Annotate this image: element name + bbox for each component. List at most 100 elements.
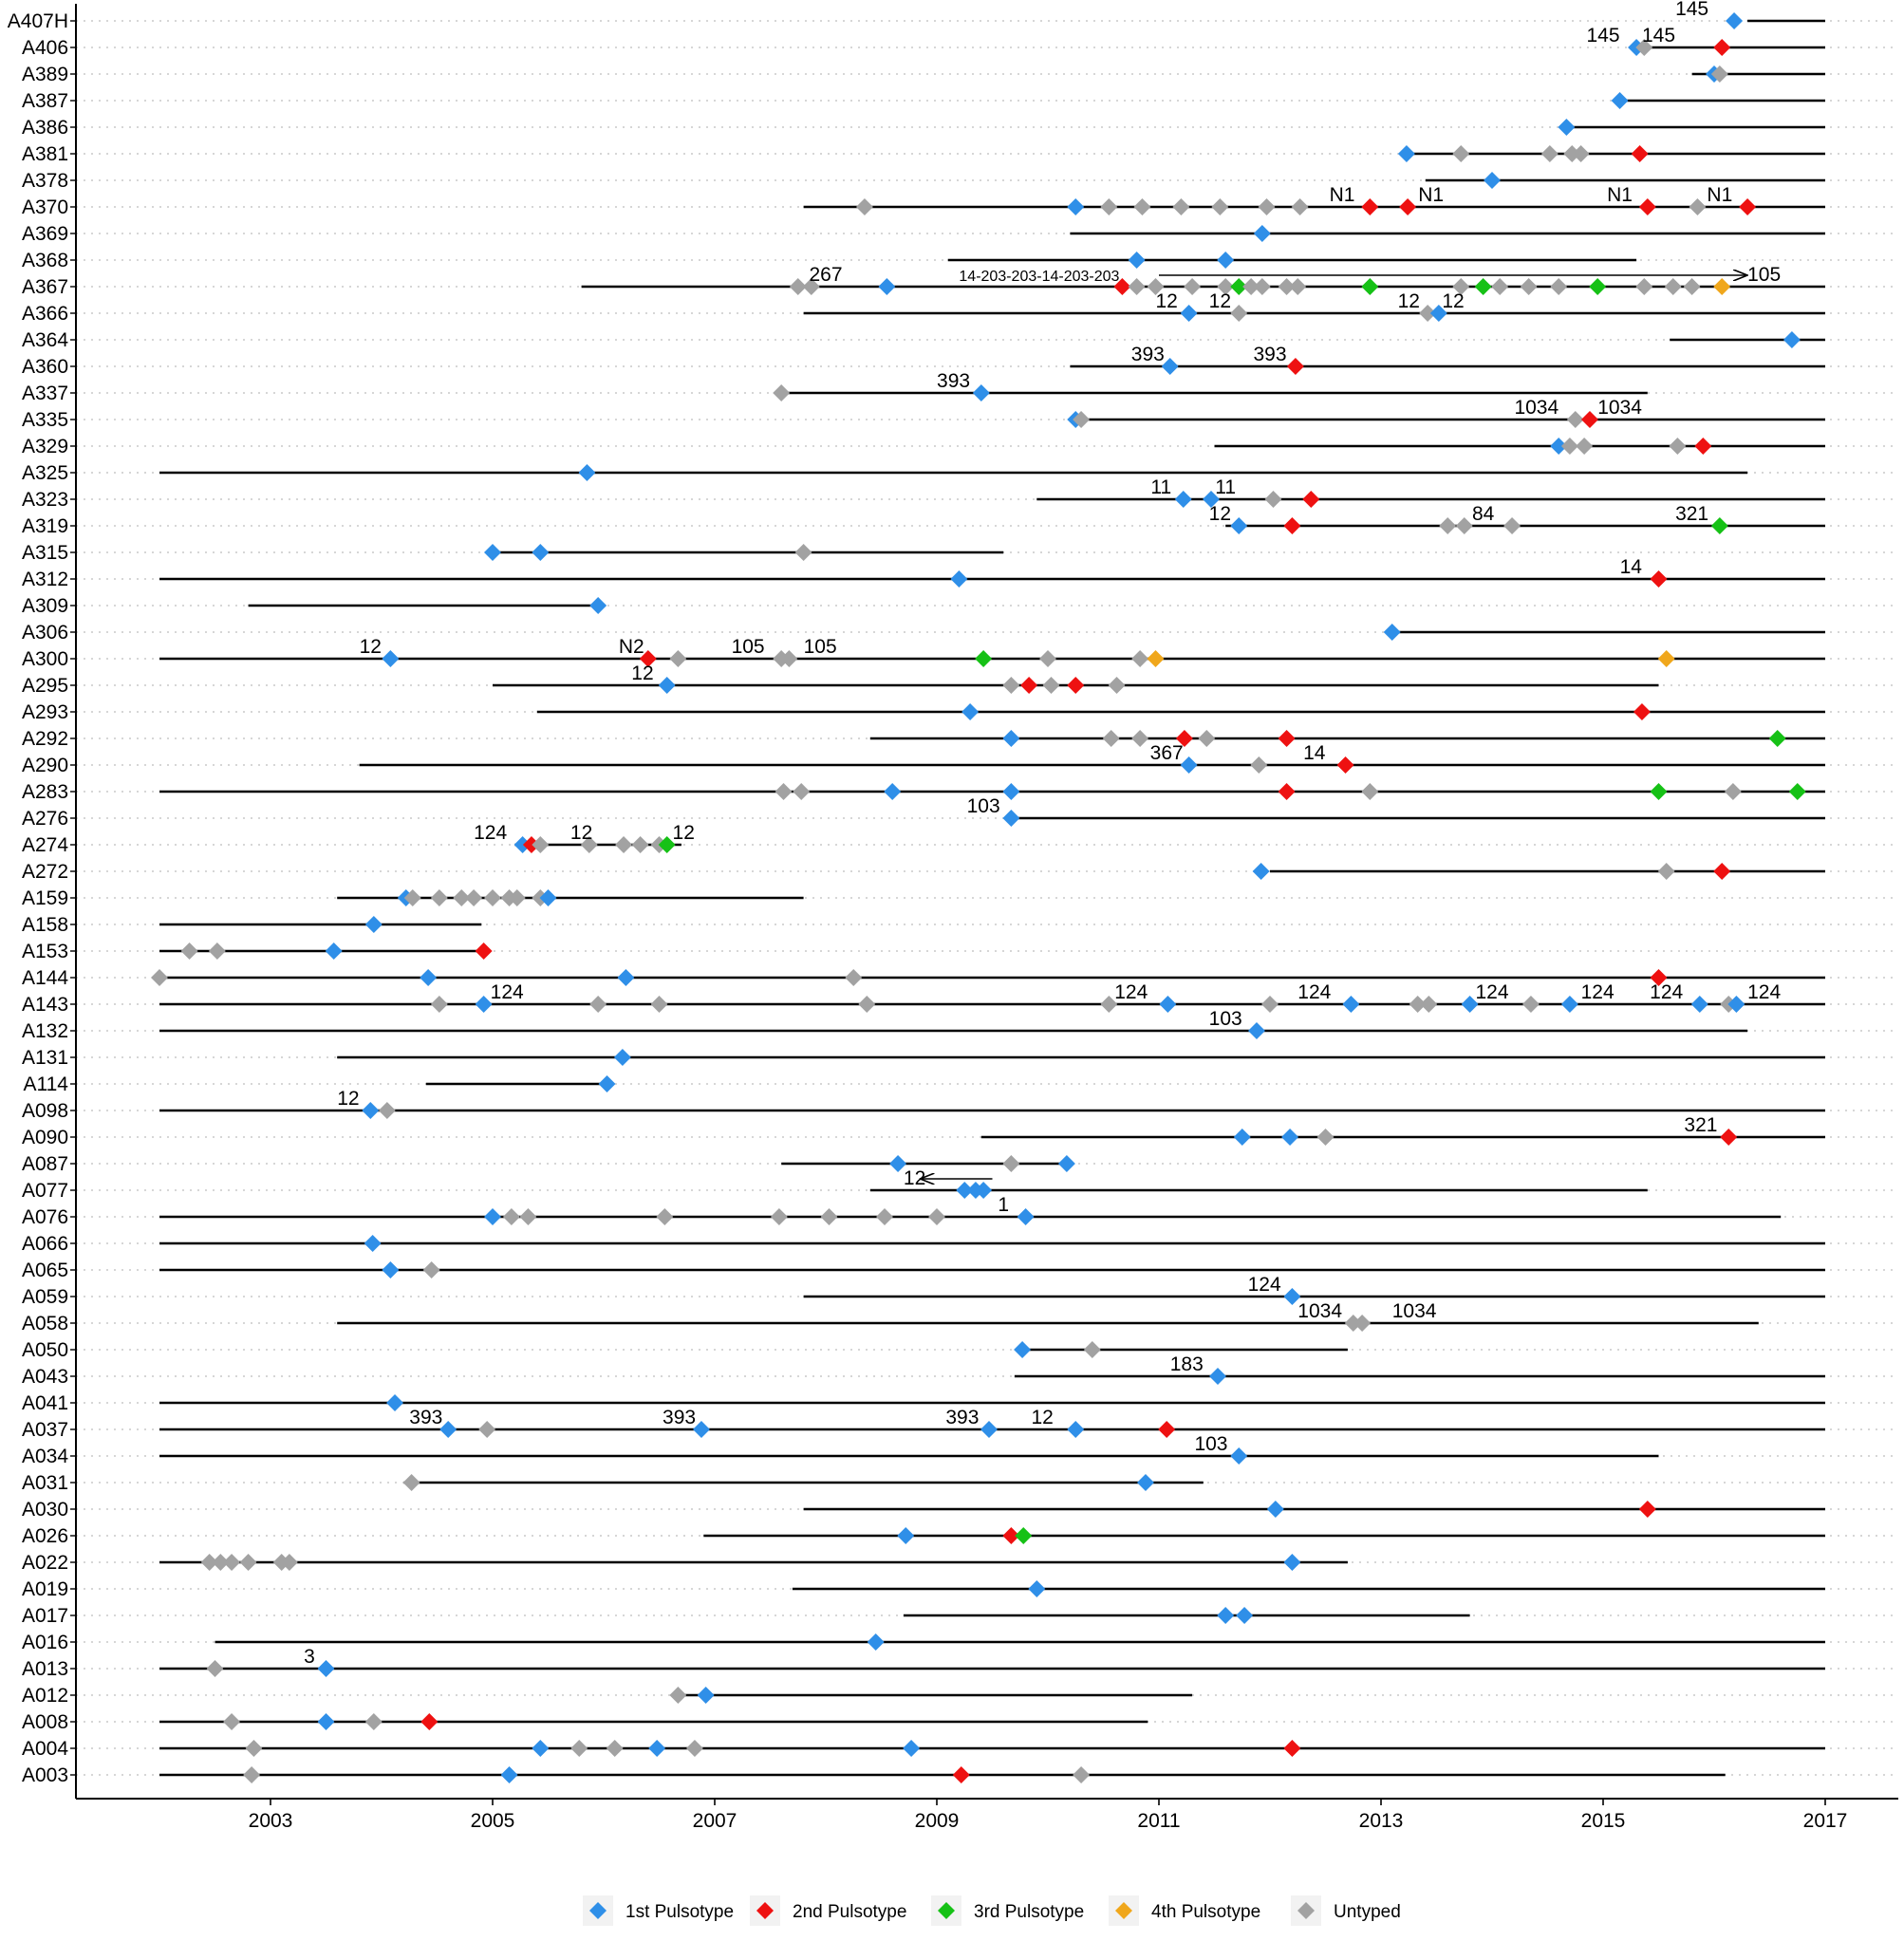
pulsotype-marker-p1	[878, 278, 896, 295]
pulsotype-marker-u	[1550, 278, 1568, 295]
pulsotype-marker-p1	[1726, 12, 1744, 29]
y-tick-label: A003	[22, 1764, 68, 1786]
y-tick-label: A031	[22, 1472, 68, 1494]
pulsotype-marker-p2	[1650, 570, 1668, 588]
sequence-type-label: 393	[937, 370, 970, 392]
pulsotype-marker-u	[1452, 145, 1470, 162]
pulsotype-marker-u	[650, 996, 668, 1013]
pulsotype-marker-u	[780, 650, 798, 667]
pulsotype-marker-p2	[1361, 198, 1379, 215]
sequence-type-label: 12	[570, 822, 592, 844]
pulsotype-marker-u	[280, 1554, 298, 1571]
pulsotype-marker-p1	[975, 1182, 993, 1199]
pulsotype-marker-u	[1361, 783, 1379, 800]
x-tick-label: 2011	[1137, 1810, 1180, 1832]
y-tick-label: A066	[22, 1233, 68, 1255]
x-tick-label: 2013	[1359, 1810, 1404, 1832]
pulsotype-marker-u	[1261, 996, 1279, 1013]
y-tick-label: A114	[24, 1073, 69, 1095]
pulsotype-marker-p1	[1002, 810, 1020, 827]
sequence-type-label: 393	[945, 1407, 979, 1428]
pulsotype-marker-u	[606, 1740, 624, 1757]
pulsotype-marker-p1	[1159, 996, 1177, 1013]
pulsotype-marker-u	[775, 783, 793, 800]
sequence-type-label: 145	[1586, 25, 1619, 47]
pulsotype-marker-u	[793, 783, 811, 800]
pulsotype-marker-p1	[658, 677, 676, 694]
y-tick-label: A004	[22, 1738, 68, 1760]
pulsotype-marker-p1	[484, 544, 501, 561]
pulsotype-marker-p1	[1128, 252, 1146, 269]
pulsotype-marker-p1	[1180, 756, 1198, 774]
y-tick-label: A337	[22, 383, 68, 404]
pulsotype-marker-p3	[1361, 278, 1379, 295]
sequence-type-label: N2	[619, 636, 644, 658]
y-tick-label: A017	[22, 1605, 68, 1627]
pulsotype-marker-p1	[1017, 1208, 1035, 1225]
pulsotype-marker-p1	[1690, 996, 1708, 1013]
y-tick-label: A008	[22, 1711, 68, 1733]
pulsotype-marker-p2	[1278, 730, 1296, 747]
y-tick-label: A030	[22, 1499, 68, 1521]
sequence-type-label: 124	[1581, 981, 1615, 1003]
pulsotype-marker-p3	[1474, 278, 1492, 295]
y-tick-label: A369	[22, 223, 68, 245]
x-tick-label: 2015	[1581, 1810, 1626, 1832]
sequence-type-label: 12	[673, 822, 695, 844]
y-tick-label: A037	[22, 1419, 68, 1441]
pulsotype-marker-u	[212, 1554, 230, 1571]
pulsotype-marker-u	[802, 278, 820, 295]
sequence-type-label: 11	[1150, 476, 1171, 498]
pulsotype-marker-u	[1576, 438, 1594, 455]
y-tick-label: A368	[22, 250, 68, 271]
legend-marker-p4	[1115, 1902, 1132, 1919]
pulsotype-marker-p1	[1283, 1288, 1301, 1305]
pulsotype-marker-u	[532, 836, 550, 853]
y-tick-label: A407H	[8, 10, 68, 32]
pulsotype-marker-p1	[1611, 92, 1629, 109]
pulsotype-marker-p3	[1230, 278, 1248, 295]
y-tick-label: A076	[22, 1206, 68, 1228]
pulsotype-marker-u	[1521, 996, 1540, 1013]
pulsotype-marker-p1	[867, 1633, 885, 1651]
sequence-type-label: N1	[1418, 184, 1444, 206]
pulsotype-marker-u	[1184, 278, 1202, 295]
pulsotype-marker-p1	[980, 1421, 998, 1438]
pulsotype-marker-u	[631, 836, 649, 853]
pulsotype-marker-p1	[598, 1075, 616, 1092]
pulsotype-marker-p1	[1028, 1580, 1046, 1597]
pulsotype-marker-u	[1100, 198, 1118, 215]
pulsotype-marker-p2	[1286, 358, 1304, 375]
pulsotype-marker-u	[1211, 198, 1229, 215]
sequence-type-label: 12	[1031, 1407, 1053, 1428]
pulsotype-marker-u	[239, 1554, 257, 1571]
pulsotype-marker-p1	[532, 544, 550, 561]
pulsotype-marker-u	[1131, 730, 1149, 747]
pulsotype-marker-u	[1002, 677, 1020, 694]
pulsotype-marker-u	[208, 943, 226, 960]
pulsotype-marker-p1	[578, 464, 596, 481]
y-tick-label: A312	[22, 569, 68, 590]
pulsotype-marker-p4	[1657, 650, 1675, 667]
pulsotype-marker-p1	[1253, 225, 1271, 242]
pulsotype-marker-p2	[1278, 783, 1296, 800]
sequence-type-label: 105	[732, 636, 765, 658]
pulsotype-marker-p1	[1233, 1129, 1251, 1146]
pulsotype-marker-p2	[475, 943, 493, 960]
legend-label: 1st Pulsotype	[625, 1902, 734, 1922]
y-tick-label: A022	[22, 1552, 68, 1574]
pulsotype-marker-p2	[1633, 703, 1651, 720]
y-tick-label: A026	[22, 1525, 68, 1547]
sequence-type-label: 124	[1747, 981, 1781, 1003]
pulsotype-marker-p3	[1788, 783, 1806, 800]
pulsotype-marker-u	[430, 889, 448, 906]
pulsotype-marker-p1	[364, 916, 383, 933]
pulsotype-marker-u	[1724, 783, 1742, 800]
sequence-type-label: 393	[409, 1407, 442, 1428]
sequence-type-label: 84	[1472, 503, 1495, 525]
pulsotype-marker-p1	[617, 969, 635, 986]
sequence-type-label: 1	[998, 1194, 1009, 1216]
pulsotype-marker-p1	[1429, 305, 1447, 322]
pulsotype-marker-u	[656, 1208, 674, 1225]
pulsotype-marker-u	[1683, 278, 1701, 295]
